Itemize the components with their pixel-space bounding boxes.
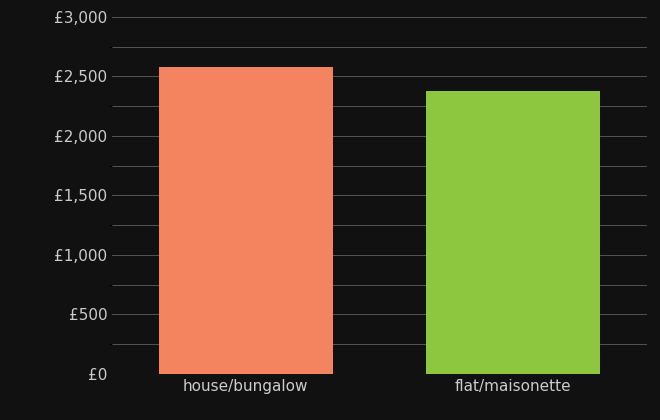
Bar <box>159 67 333 374</box>
Bar <box>426 91 600 374</box>
